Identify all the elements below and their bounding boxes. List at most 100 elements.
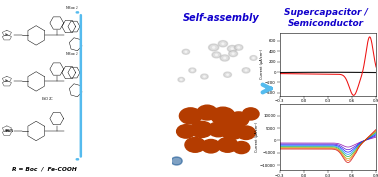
Circle shape <box>233 141 250 154</box>
Circle shape <box>208 144 214 148</box>
Circle shape <box>228 128 237 135</box>
Circle shape <box>192 70 193 71</box>
Circle shape <box>244 69 248 72</box>
Circle shape <box>184 130 187 132</box>
Circle shape <box>250 56 257 60</box>
Circle shape <box>251 57 256 59</box>
Circle shape <box>220 140 235 150</box>
Circle shape <box>208 122 228 137</box>
Circle shape <box>231 48 233 49</box>
Circle shape <box>229 47 235 51</box>
Circle shape <box>185 138 205 152</box>
Circle shape <box>226 144 229 146</box>
Circle shape <box>224 57 226 59</box>
Circle shape <box>190 69 194 72</box>
Circle shape <box>243 109 258 119</box>
Circle shape <box>183 130 189 133</box>
Circle shape <box>249 113 252 115</box>
Circle shape <box>181 128 191 135</box>
Circle shape <box>229 51 237 57</box>
Circle shape <box>189 115 192 117</box>
Circle shape <box>246 110 256 117</box>
Circle shape <box>215 127 221 132</box>
Circle shape <box>234 45 243 50</box>
Circle shape <box>192 143 198 147</box>
Circle shape <box>239 128 253 138</box>
Circle shape <box>212 125 224 134</box>
Circle shape <box>207 143 215 149</box>
Circle shape <box>179 78 183 81</box>
Circle shape <box>197 105 217 120</box>
Text: NBoc$_2$: NBoc$_2$ <box>65 5 79 12</box>
Circle shape <box>197 126 206 133</box>
Text: Fe: Fe <box>5 33 9 37</box>
Circle shape <box>204 76 205 77</box>
Circle shape <box>192 122 211 136</box>
Circle shape <box>216 111 230 121</box>
Circle shape <box>194 144 197 146</box>
Circle shape <box>206 142 216 150</box>
Circle shape <box>211 45 217 50</box>
Circle shape <box>228 45 237 52</box>
Circle shape <box>189 68 196 73</box>
Circle shape <box>201 139 220 153</box>
Circle shape <box>214 110 231 122</box>
Circle shape <box>209 145 212 147</box>
Circle shape <box>182 129 190 134</box>
Circle shape <box>236 46 241 49</box>
Circle shape <box>230 113 247 126</box>
Circle shape <box>182 49 190 54</box>
Circle shape <box>243 131 249 135</box>
Text: RHN: RHN <box>5 129 14 133</box>
Circle shape <box>225 73 230 76</box>
Circle shape <box>233 115 245 124</box>
Circle shape <box>240 147 243 148</box>
Circle shape <box>194 124 209 135</box>
Circle shape <box>245 70 247 71</box>
Circle shape <box>248 112 253 116</box>
Circle shape <box>224 72 231 77</box>
Circle shape <box>198 106 216 119</box>
Circle shape <box>214 53 219 57</box>
Circle shape <box>177 125 195 138</box>
Circle shape <box>234 116 243 122</box>
Circle shape <box>231 52 236 55</box>
Circle shape <box>178 126 194 137</box>
Circle shape <box>198 127 205 132</box>
Circle shape <box>212 109 233 123</box>
Circle shape <box>212 52 221 58</box>
Circle shape <box>201 74 208 79</box>
Circle shape <box>228 112 249 127</box>
Text: Self-assembly: Self-assembly <box>183 13 260 23</box>
Circle shape <box>186 112 195 119</box>
Circle shape <box>245 110 257 118</box>
Circle shape <box>242 130 250 136</box>
Circle shape <box>234 142 249 153</box>
Circle shape <box>238 47 240 48</box>
Circle shape <box>200 107 214 118</box>
Circle shape <box>237 126 255 139</box>
Circle shape <box>220 42 226 45</box>
Circle shape <box>215 54 217 55</box>
Circle shape <box>189 141 201 149</box>
Circle shape <box>184 50 188 53</box>
Circle shape <box>241 129 251 137</box>
Circle shape <box>223 142 232 148</box>
Circle shape <box>231 130 234 133</box>
Circle shape <box>209 123 227 136</box>
Circle shape <box>214 126 223 133</box>
Circle shape <box>218 112 228 120</box>
Circle shape <box>247 111 254 116</box>
Circle shape <box>211 107 235 125</box>
Circle shape <box>217 128 220 130</box>
Circle shape <box>181 109 200 123</box>
Circle shape <box>209 44 219 51</box>
X-axis label: Potential (V) vs. Ag/AgCl: Potential (V) vs. Ag/AgCl <box>306 105 350 109</box>
Circle shape <box>227 74 228 75</box>
Circle shape <box>213 47 215 48</box>
Circle shape <box>245 132 247 134</box>
Circle shape <box>187 114 194 118</box>
Circle shape <box>204 110 210 115</box>
Circle shape <box>171 157 182 165</box>
Circle shape <box>183 110 198 122</box>
